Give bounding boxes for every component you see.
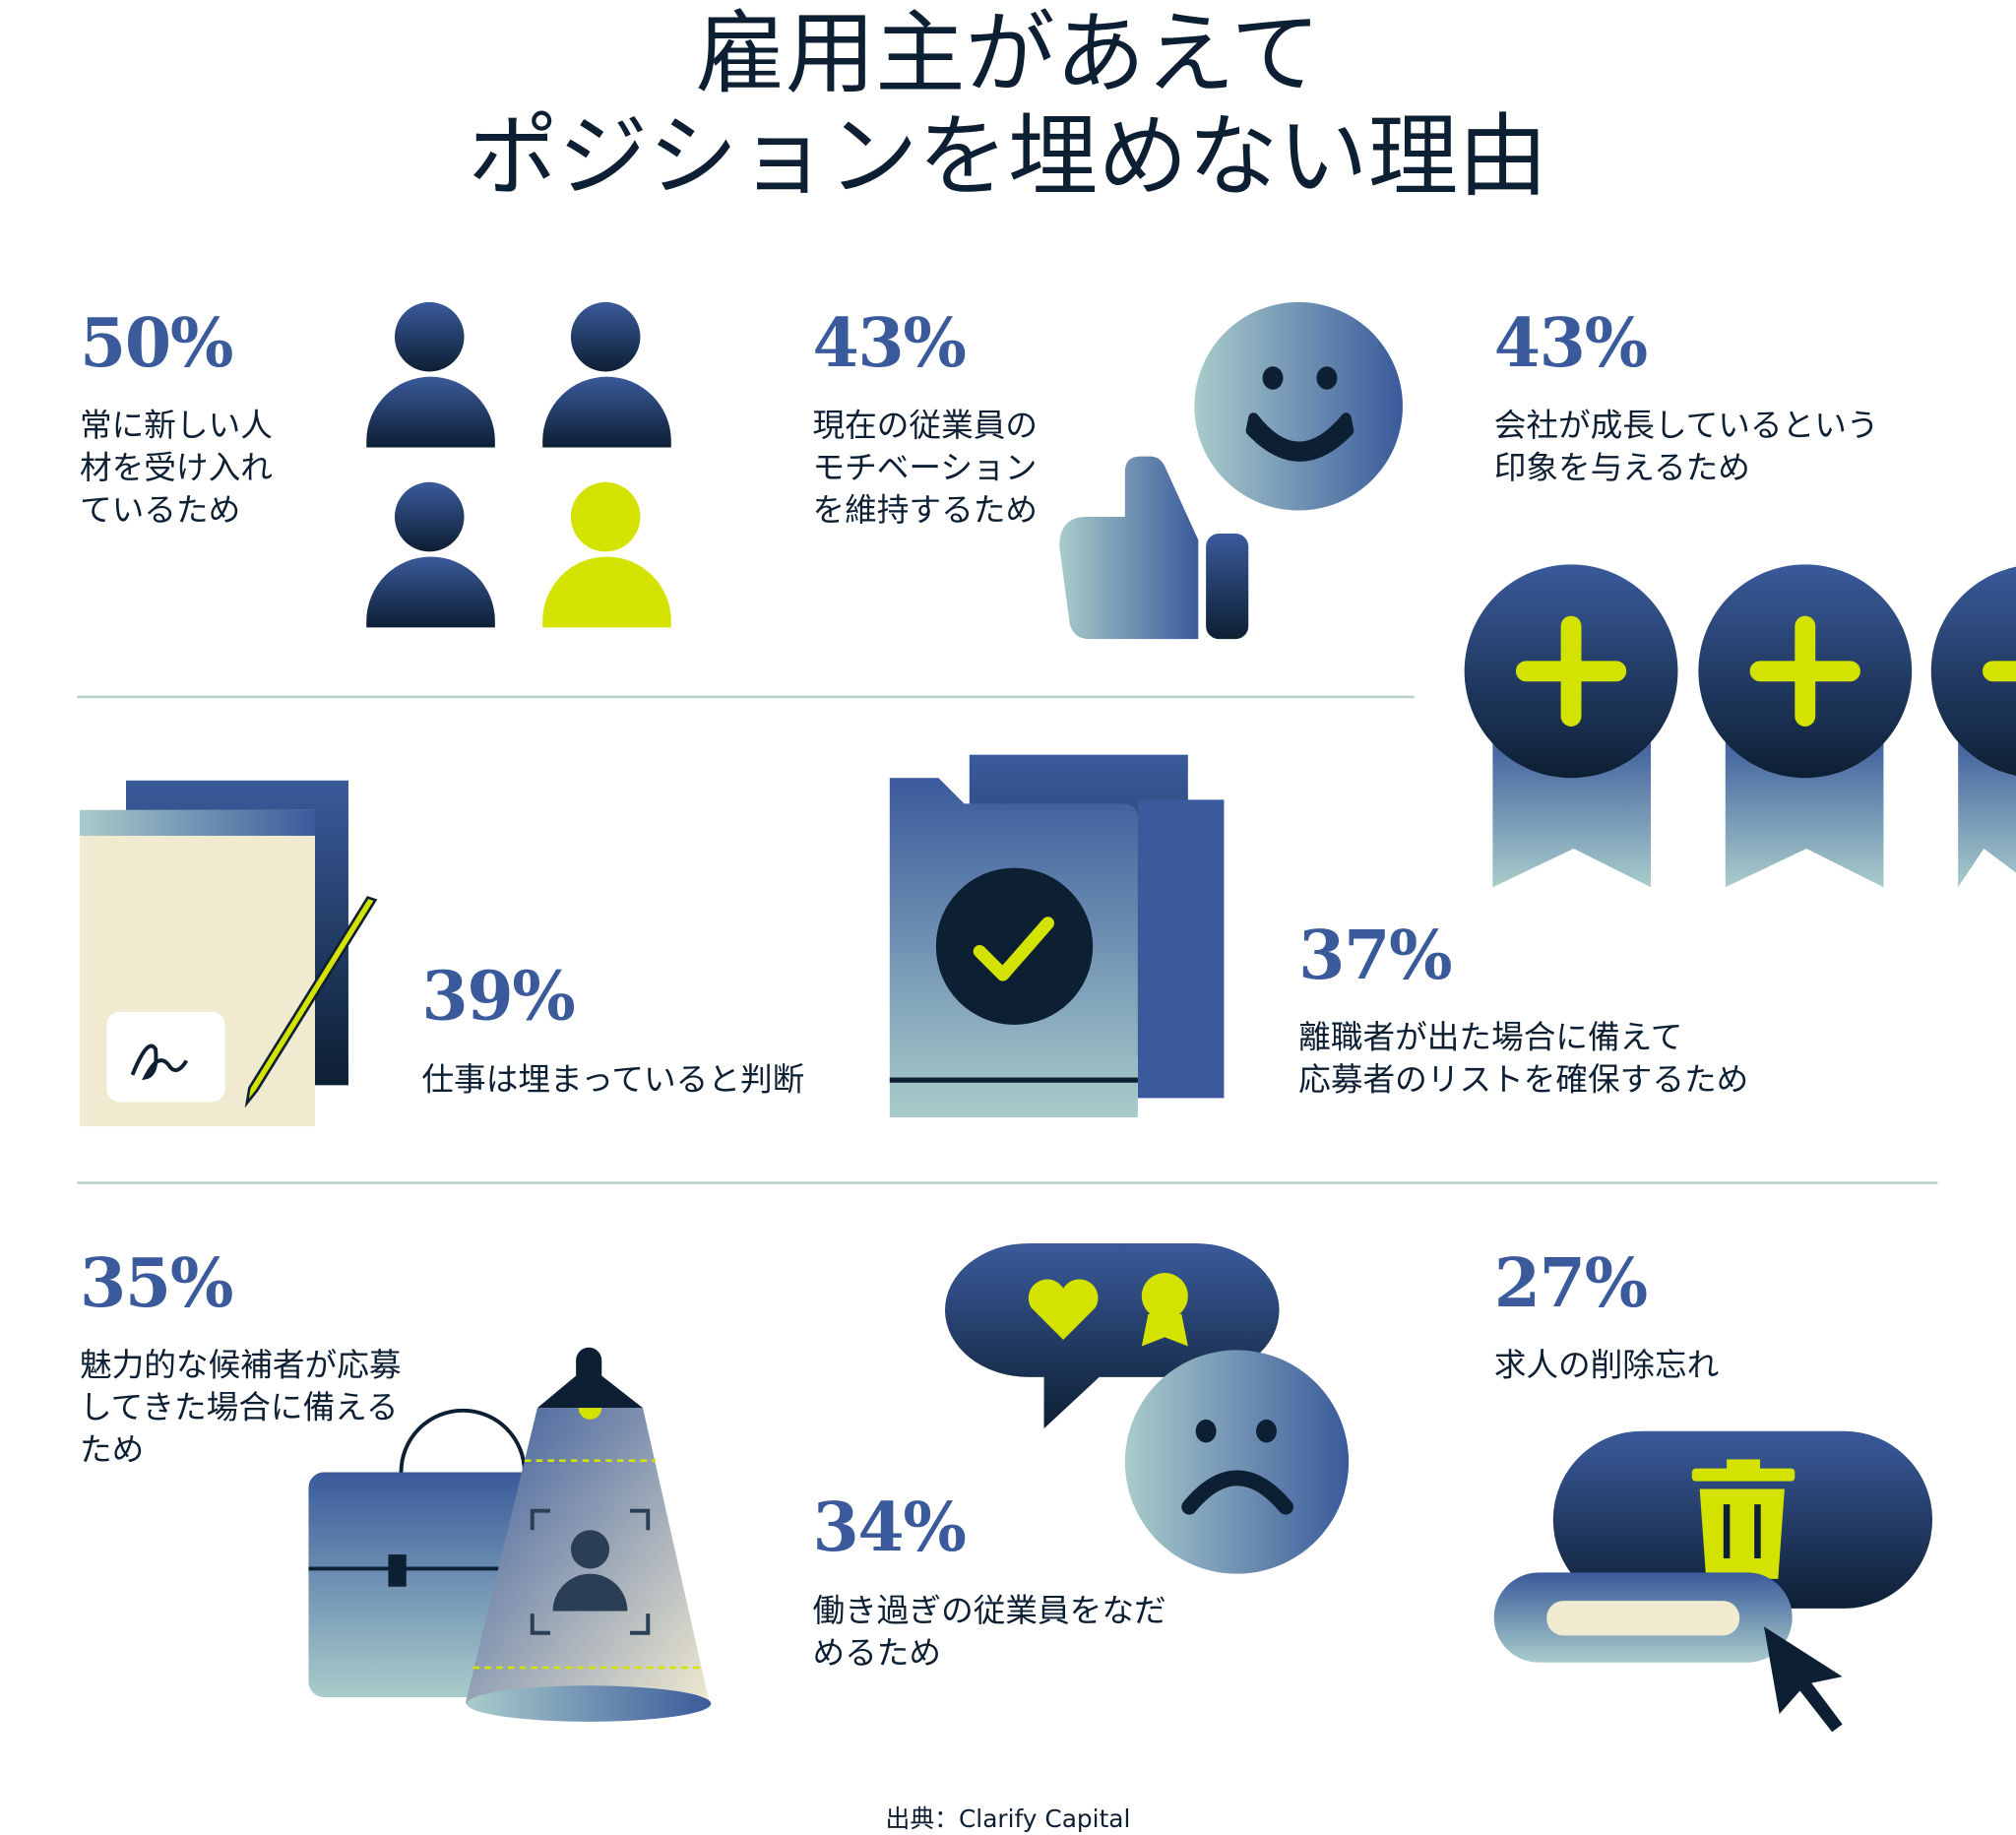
plus-badges-icon (1464, 564, 2016, 888)
stat-description: 魅力的な候補者が応募 してきた場合に備える ため (79, 1346, 402, 1469)
signed-document-icon (79, 780, 378, 1127)
page-title-line2: ポジションを埋めない理由 (468, 103, 1548, 210)
checked-folder-icon (889, 754, 1225, 1118)
people-icon (366, 301, 671, 628)
stat-description: 現在の従業員の モチベーション を維持するため (812, 406, 1039, 529)
briefcase-spotlight-icon (308, 1347, 712, 1722)
stat-value: 43% (812, 304, 966, 384)
smiley-thumbs-up-icon (1059, 301, 1403, 640)
divider (77, 695, 1415, 699)
stat-description: 常に新しい人 材を受け入れ ているため (79, 406, 273, 529)
stat-value: 37% (1298, 917, 1452, 995)
stat-description: 離職者が出た場合に備えて 応募者のリストを確保するため (1298, 1018, 1749, 1099)
stat-value: 34% (812, 1488, 966, 1568)
stat-value: 27% (1493, 1244, 1648, 1323)
divider (77, 1181, 1938, 1184)
stat-description: 会社が成長しているという 印象を与えるため (1493, 406, 1879, 486)
stat-value: 39% (421, 958, 575, 1037)
stat-value: 35% (79, 1244, 233, 1323)
stat-description: 仕事は埋まっていると判断 (421, 1060, 805, 1099)
source-credit: 出典：Clarify Capital (885, 1804, 1131, 1834)
stat-description: 働き過ぎの従業員をなだ めるため (812, 1591, 1166, 1672)
stat-value: 43% (1493, 304, 1648, 384)
stat-description: 求人の削除忘れ (1493, 1346, 1720, 1384)
sad-face-chat-icon (944, 1242, 1350, 1574)
stat-value: 50% (79, 304, 233, 384)
trash-button-cursor-icon (1493, 1430, 1933, 1733)
page-title-line1: 雇用主があえて (695, 1, 1321, 107)
